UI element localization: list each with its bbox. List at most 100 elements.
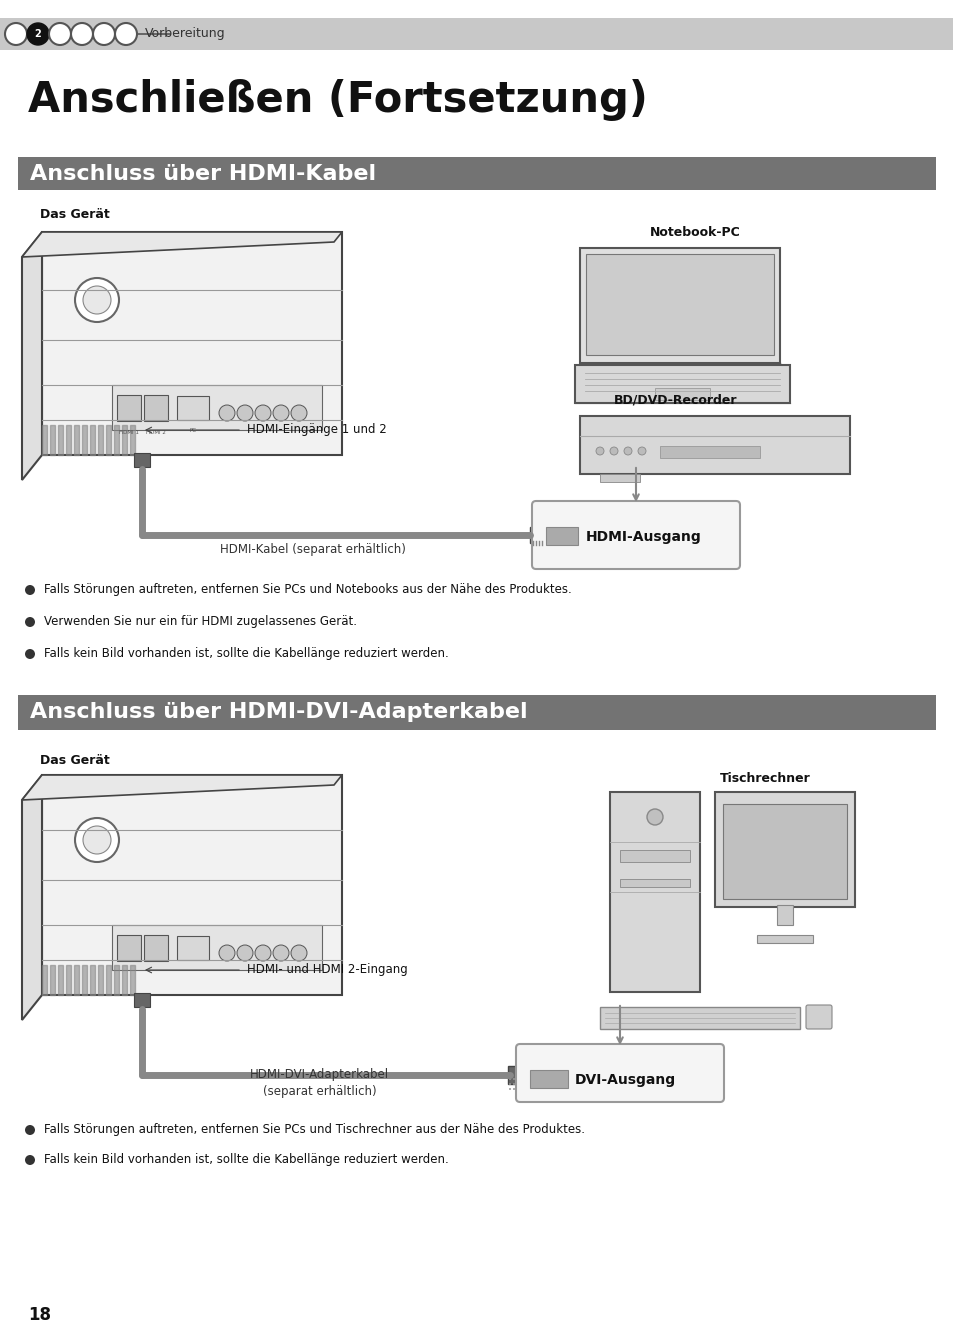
Text: HDMI-Kabel (separat erhältlich): HDMI-Kabel (separat erhältlich)	[220, 544, 405, 557]
Circle shape	[609, 447, 618, 455]
Circle shape	[236, 404, 253, 420]
Polygon shape	[22, 232, 341, 257]
Bar	[757, 935, 812, 943]
Circle shape	[509, 1078, 511, 1081]
Circle shape	[517, 1083, 518, 1085]
Polygon shape	[22, 775, 42, 1020]
Circle shape	[517, 1078, 518, 1081]
Circle shape	[291, 945, 307, 961]
Text: Das Gerät: Das Gerät	[40, 754, 110, 766]
Bar	[619, 850, 689, 862]
Circle shape	[520, 1078, 522, 1081]
Polygon shape	[58, 965, 63, 995]
Polygon shape	[58, 424, 63, 455]
Text: 2: 2	[34, 29, 41, 39]
Bar	[117, 395, 141, 420]
Polygon shape	[66, 424, 71, 455]
Circle shape	[513, 1078, 515, 1081]
Text: 18: 18	[28, 1306, 51, 1324]
Text: Falls kein Bild vorhanden ist, sollte die Kabellänge reduziert werden.: Falls kein Bild vorhanden ist, sollte di…	[44, 1153, 448, 1166]
Polygon shape	[122, 965, 127, 995]
Text: Verwenden Sie nur ein für HDMI zugelassenes Gerät.: Verwenden Sie nur ein für HDMI zugelasse…	[44, 616, 356, 628]
Bar	[776, 905, 792, 925]
Bar	[722, 803, 846, 898]
Circle shape	[27, 23, 49, 46]
Circle shape	[254, 945, 271, 961]
Circle shape	[75, 818, 119, 862]
Bar	[177, 936, 209, 960]
Bar	[144, 935, 168, 961]
Circle shape	[115, 23, 137, 46]
Polygon shape	[42, 965, 47, 995]
Circle shape	[273, 404, 289, 420]
Circle shape	[513, 1083, 515, 1085]
FancyBboxPatch shape	[805, 1006, 831, 1028]
Bar	[112, 386, 322, 430]
Circle shape	[83, 826, 111, 854]
Circle shape	[5, 23, 27, 46]
Circle shape	[236, 945, 253, 961]
Bar	[575, 366, 789, 403]
Bar	[42, 775, 341, 995]
Circle shape	[520, 1083, 522, 1085]
Text: Das Gerät: Das Gerät	[40, 209, 110, 221]
Bar	[599, 474, 639, 482]
Polygon shape	[50, 965, 55, 995]
Polygon shape	[130, 424, 135, 455]
Bar	[545, 528, 578, 545]
Text: Vorbereitung: Vorbereitung	[145, 28, 226, 40]
Text: HDMI 1: HDMI 1	[119, 431, 139, 435]
Bar	[0, 17, 953, 50]
Bar	[177, 396, 209, 420]
Polygon shape	[106, 424, 111, 455]
Polygon shape	[90, 965, 95, 995]
Bar	[117, 935, 141, 961]
Circle shape	[25, 649, 35, 659]
Polygon shape	[98, 965, 103, 995]
Circle shape	[291, 404, 307, 420]
Circle shape	[71, 23, 92, 46]
Bar	[507, 1066, 527, 1085]
Text: Anschluss über HDMI-DVI-Adapterkabel: Anschluss über HDMI-DVI-Adapterkabel	[30, 703, 527, 723]
Circle shape	[25, 617, 35, 627]
Bar	[133, 994, 150, 1007]
Polygon shape	[122, 424, 127, 455]
Circle shape	[49, 23, 71, 46]
Polygon shape	[106, 965, 111, 995]
FancyBboxPatch shape	[516, 1044, 723, 1102]
Text: HDMI-Eingänge 1 und 2: HDMI-Eingänge 1 und 2	[247, 423, 386, 437]
Circle shape	[83, 287, 111, 315]
Text: HDMI-DVI-Adapterkabel
(separat erhältlich): HDMI-DVI-Adapterkabel (separat erhältlic…	[250, 1069, 389, 1098]
Text: HDMI-Ausgang: HDMI-Ausgang	[585, 530, 701, 544]
Polygon shape	[22, 232, 42, 479]
FancyBboxPatch shape	[532, 501, 740, 569]
Bar	[133, 453, 150, 467]
Bar	[42, 232, 341, 455]
Bar	[714, 791, 854, 907]
Bar	[599, 1007, 800, 1028]
Circle shape	[517, 1089, 518, 1090]
Circle shape	[638, 447, 645, 455]
Bar	[579, 416, 849, 474]
Text: Tischrechner: Tischrechner	[720, 771, 810, 785]
Polygon shape	[22, 775, 341, 799]
Circle shape	[273, 945, 289, 961]
Text: Notebook-PC: Notebook-PC	[649, 225, 740, 238]
Text: HDMI- und HDMI 2-Eingang: HDMI- und HDMI 2-Eingang	[247, 964, 407, 976]
Circle shape	[623, 447, 631, 455]
Circle shape	[25, 1156, 35, 1165]
Polygon shape	[74, 424, 79, 455]
Polygon shape	[74, 965, 79, 995]
Polygon shape	[82, 424, 87, 455]
Bar	[619, 878, 689, 886]
Bar	[18, 157, 935, 190]
Bar	[112, 925, 322, 969]
Polygon shape	[50, 424, 55, 455]
Circle shape	[520, 1089, 522, 1090]
Circle shape	[219, 404, 234, 420]
Circle shape	[219, 945, 234, 961]
Circle shape	[254, 404, 271, 420]
Bar	[18, 695, 935, 730]
Text: DVI-Ausgang: DVI-Ausgang	[575, 1073, 676, 1087]
Circle shape	[513, 1089, 515, 1090]
